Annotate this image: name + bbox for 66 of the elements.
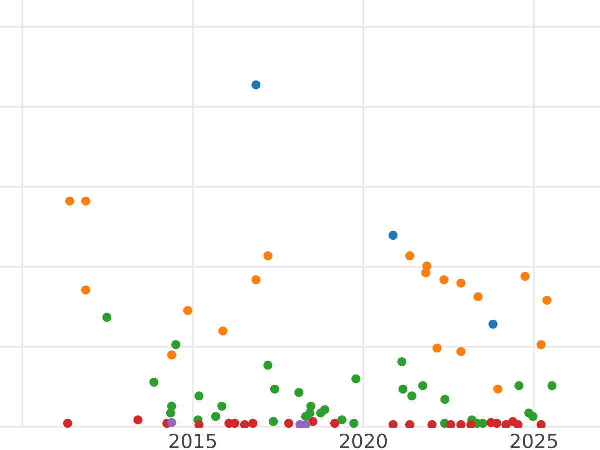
- point: [406, 420, 415, 428]
- point: [418, 381, 428, 390]
- point: [134, 416, 143, 425]
- point: [167, 418, 176, 428]
- point: [338, 416, 347, 425]
- point: [264, 252, 273, 261]
- point: [440, 395, 450, 404]
- point: [102, 313, 112, 322]
- point: [308, 417, 318, 426]
- point: [63, 419, 72, 428]
- point: [183, 306, 192, 316]
- point: [514, 381, 524, 390]
- x-tick-label: 2020: [340, 434, 388, 449]
- point: [252, 275, 261, 284]
- point: [150, 378, 159, 387]
- point: [446, 420, 456, 428]
- point: [528, 412, 538, 422]
- point: [264, 360, 273, 370]
- point: [536, 420, 546, 428]
- point: [456, 347, 466, 356]
- point: [542, 296, 552, 305]
- point: [388, 420, 398, 428]
- point: [456, 420, 466, 428]
- point: [398, 357, 407, 366]
- point: [306, 408, 315, 418]
- point: [388, 231, 398, 240]
- point: [218, 402, 227, 411]
- point: [172, 340, 181, 350]
- point: [167, 350, 176, 360]
- point: [218, 326, 228, 336]
- point: [269, 417, 278, 426]
- point: [248, 419, 258, 428]
- point: [252, 80, 261, 90]
- point: [488, 320, 498, 329]
- point: [514, 420, 523, 428]
- point: [194, 420, 204, 428]
- point: [548, 381, 557, 390]
- point: [81, 196, 90, 206]
- x-tick-label: 2015: [170, 434, 216, 449]
- point: [422, 268, 431, 278]
- point: [65, 196, 74, 206]
- point: [408, 392, 417, 401]
- point: [456, 278, 466, 288]
- point: [270, 384, 280, 394]
- point: [520, 272, 530, 282]
- point: [166, 408, 176, 418]
- point: [211, 412, 220, 422]
- point: [474, 292, 483, 302]
- point: [320, 405, 330, 414]
- point: [294, 388, 304, 398]
- point: [428, 420, 437, 428]
- point: [440, 275, 449, 284]
- point: [406, 252, 415, 261]
- x-tick-label: 2025: [510, 434, 558, 449]
- point: [350, 419, 359, 428]
- point: [398, 384, 408, 394]
- point: [284, 419, 294, 428]
- point: [352, 374, 361, 384]
- point: [432, 344, 442, 353]
- point: [536, 340, 546, 350]
- point: [194, 392, 204, 401]
- point: [466, 420, 476, 428]
- point: [494, 384, 503, 394]
- point: [240, 420, 250, 428]
- point: [330, 419, 340, 428]
- point: [81, 286, 90, 295]
